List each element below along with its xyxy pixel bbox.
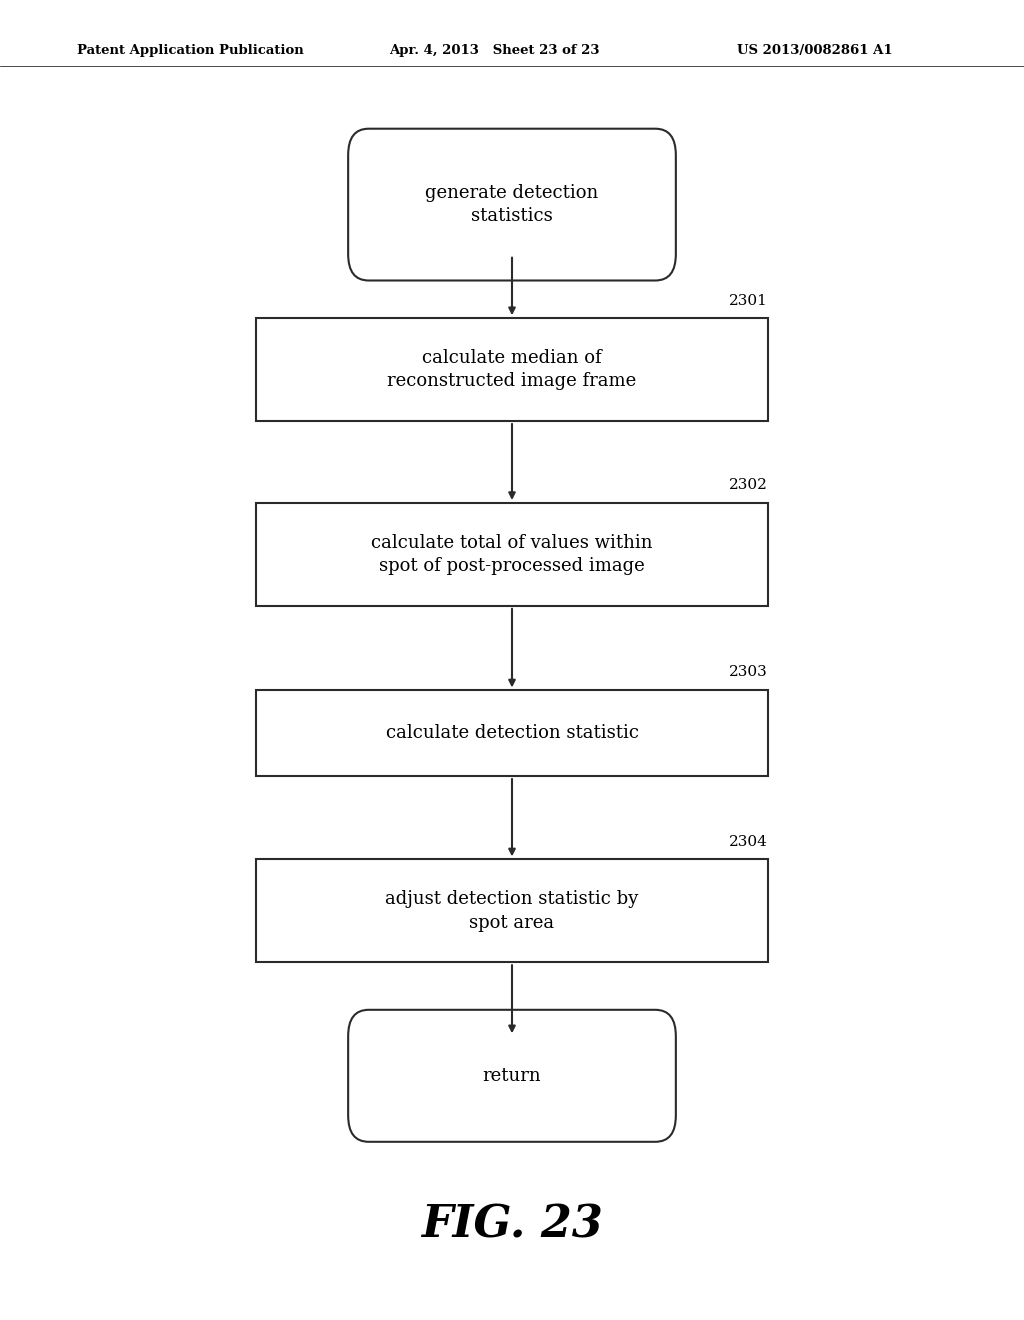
Text: 2304: 2304 [729, 834, 768, 849]
Text: return: return [482, 1067, 542, 1085]
Text: generate detection
statistics: generate detection statistics [425, 183, 599, 226]
FancyBboxPatch shape [348, 129, 676, 281]
Text: 2302: 2302 [729, 478, 768, 492]
Bar [256, 689, 768, 776]
FancyBboxPatch shape [348, 1010, 676, 1142]
Bar [256, 859, 768, 962]
Bar [256, 503, 768, 606]
Text: 2303: 2303 [729, 665, 768, 678]
Text: calculate median of
reconstructed image frame: calculate median of reconstructed image … [387, 348, 637, 391]
Bar [256, 318, 768, 421]
Text: 2301: 2301 [729, 293, 768, 308]
Text: adjust detection statistic by
spot area: adjust detection statistic by spot area [385, 890, 639, 932]
Text: US 2013/0082861 A1: US 2013/0082861 A1 [737, 44, 893, 57]
Text: FIG. 23: FIG. 23 [421, 1204, 603, 1246]
Text: calculate total of values within
spot of post-processed image: calculate total of values within spot of… [372, 533, 652, 576]
Text: Patent Application Publication: Patent Application Publication [77, 44, 303, 57]
Text: calculate detection statistic: calculate detection statistic [385, 723, 639, 742]
Text: Apr. 4, 2013   Sheet 23 of 23: Apr. 4, 2013 Sheet 23 of 23 [389, 44, 600, 57]
